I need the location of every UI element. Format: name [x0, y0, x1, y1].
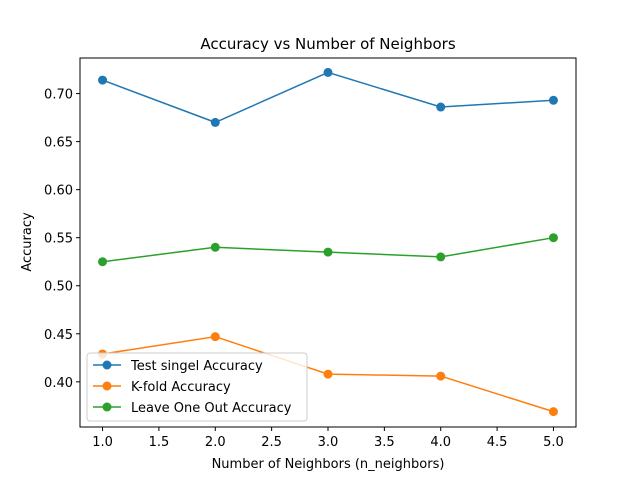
x-tick-label: 4.5	[487, 435, 508, 450]
data-point	[436, 102, 446, 112]
data-point	[548, 233, 558, 243]
chart-title: Accuracy vs Number of Neighbors	[200, 35, 455, 53]
data-point	[436, 252, 446, 262]
x-tick-label: 1.5	[149, 435, 170, 450]
data-point	[210, 242, 220, 252]
y-tick-label: 0.65	[44, 136, 73, 151]
data-point	[323, 369, 333, 379]
y-tick-label: 0.70	[44, 88, 73, 103]
data-point	[548, 95, 558, 105]
legend-marker	[102, 381, 112, 391]
y-tick-label: 0.50	[44, 280, 73, 295]
legend-marker	[102, 360, 112, 370]
x-axis-ticks: 1.0 1.5 2.0 2.5 3.0 3.5 4.0 4.5 5.0	[92, 427, 564, 450]
data-point	[548, 407, 558, 417]
x-tick-label: 2.5	[261, 435, 282, 450]
legend: Test singel Accuracy K-fold Accuracy Leave…	[86, 352, 308, 422]
x-tick-label: 1.0	[92, 435, 113, 450]
x-tick-label: 4.0	[430, 435, 451, 450]
legend-box	[86, 352, 308, 422]
legend-label: Test singel Accuracy	[130, 359, 263, 374]
y-axis-ticks: 0.40 0.45 0.50 0.55 0.60 0.65 0.70	[44, 88, 80, 391]
legend-marker	[102, 402, 112, 412]
plot-frame	[79, 57, 577, 428]
data-point	[98, 75, 108, 85]
x-axis-label: Number of Neighbors (n_neighbors)	[212, 457, 445, 472]
x-tick-label: 3.0	[318, 435, 339, 450]
series-layer	[98, 67, 558, 417]
x-tick-label: 3.5	[374, 435, 395, 450]
data-point	[323, 247, 333, 257]
y-tick-label: 0.45	[44, 328, 73, 343]
data-point	[98, 257, 108, 267]
data-point	[436, 371, 446, 381]
x-tick-label: 5.0	[543, 435, 564, 450]
y-tick-label: 0.55	[44, 232, 73, 247]
y-tick-label: 0.40	[44, 376, 73, 391]
y-axis-label: Accuracy	[20, 212, 35, 272]
legend-label: Leave One Out Accuracy	[131, 401, 292, 416]
x-tick-label: 2.0	[205, 435, 226, 450]
y-tick-label: 0.60	[44, 184, 73, 199]
data-point	[323, 67, 333, 77]
legend-label: K-fold Accuracy	[131, 380, 231, 395]
data-point	[210, 117, 220, 127]
data-point	[210, 332, 220, 342]
